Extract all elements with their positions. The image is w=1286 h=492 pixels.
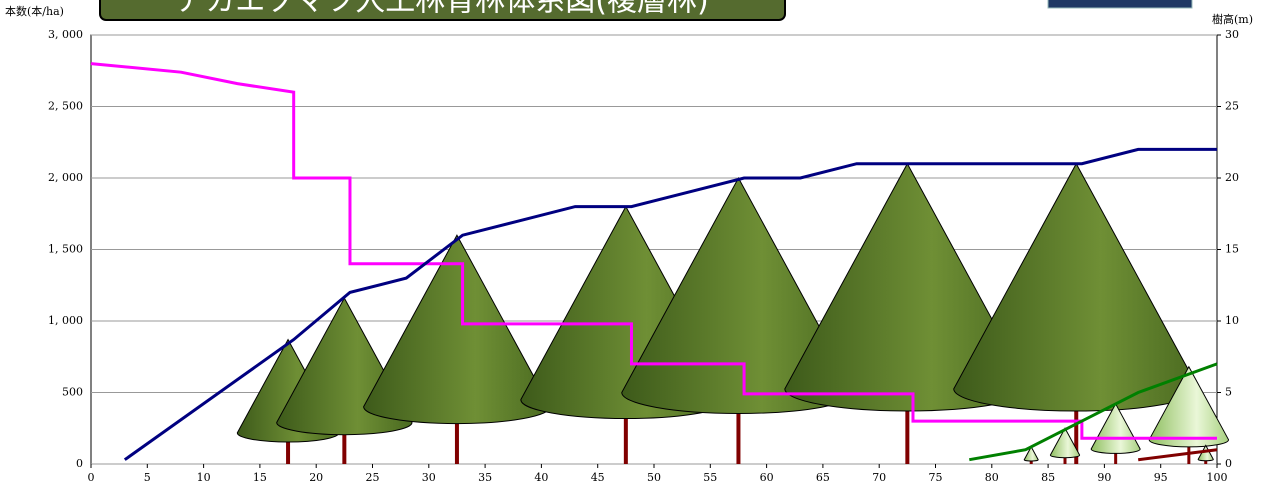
x-tick-label: 60 [760, 471, 774, 484]
x-tick-label: 10 [197, 471, 211, 484]
y2-tick-label: 15 [1225, 243, 1239, 256]
series-line [90, 62, 1217, 440]
y-tick-label: 1, 000 [48, 314, 83, 327]
x-tick-label: 30 [422, 471, 436, 484]
y-tick-label: 2, 500 [48, 100, 83, 113]
y-tick-label: 2, 000 [48, 171, 83, 184]
tree-crown [1148, 365, 1230, 448]
tree-crown [1090, 402, 1141, 454]
x-tick-label: 95 [1154, 471, 1168, 484]
y-tick-label: 0 [76, 457, 83, 470]
header-box [1047, 0, 1193, 9]
series-line [969, 362, 1218, 462]
x-tick-label: 85 [1041, 471, 1055, 484]
y2-tick-label: 25 [1225, 100, 1239, 113]
x-tick-label: 70 [872, 471, 886, 484]
x-tick-label: 80 [985, 471, 999, 484]
series-line [123, 147, 1217, 461]
x-tick-label: 55 [703, 471, 717, 484]
x-tick-label: 50 [647, 471, 661, 484]
x-tick-label: 35 [478, 471, 492, 484]
tree-crown [953, 162, 1200, 412]
x-tick-label: 15 [253, 471, 267, 484]
x-tick-label: 20 [309, 471, 323, 484]
tree-crown [363, 234, 551, 425]
y2-axis-title: 樹高(m) [1212, 12, 1253, 26]
title-box [99, 0, 786, 21]
x-tick-label: 40 [534, 471, 548, 484]
y2-tick-label: 5 [1225, 386, 1232, 399]
y2-tick-label: 30 [1225, 28, 1239, 41]
x-tick-label: 75 [929, 471, 943, 484]
series-line [1137, 448, 1218, 462]
tree-crown [1197, 444, 1214, 462]
x-tick-label: 65 [816, 471, 830, 484]
y-tick-label: 3, 000 [48, 28, 83, 41]
x-tick-label: 0 [88, 471, 95, 484]
tree-crown [1023, 445, 1039, 462]
x-tick-label: 100 [1207, 471, 1228, 484]
x-tick-label: 45 [591, 471, 605, 484]
y2-tick-label: 20 [1225, 171, 1239, 184]
y-axis-title: 本数(本/ha) [5, 4, 64, 18]
y-tick-label: 500 [62, 386, 83, 399]
y2-tick-label: 10 [1225, 314, 1239, 327]
tree-crown [1049, 427, 1081, 459]
y2-tick-label: 0 [1225, 457, 1232, 470]
x-tick-label: 90 [1097, 471, 1111, 484]
chart-title: アカエゾマツ人工林育林体系図(複層林) [175, 0, 708, 19]
y-tick-label: 1, 500 [48, 243, 83, 256]
x-tick-label: 5 [144, 471, 151, 484]
x-tick-label: 25 [366, 471, 380, 484]
